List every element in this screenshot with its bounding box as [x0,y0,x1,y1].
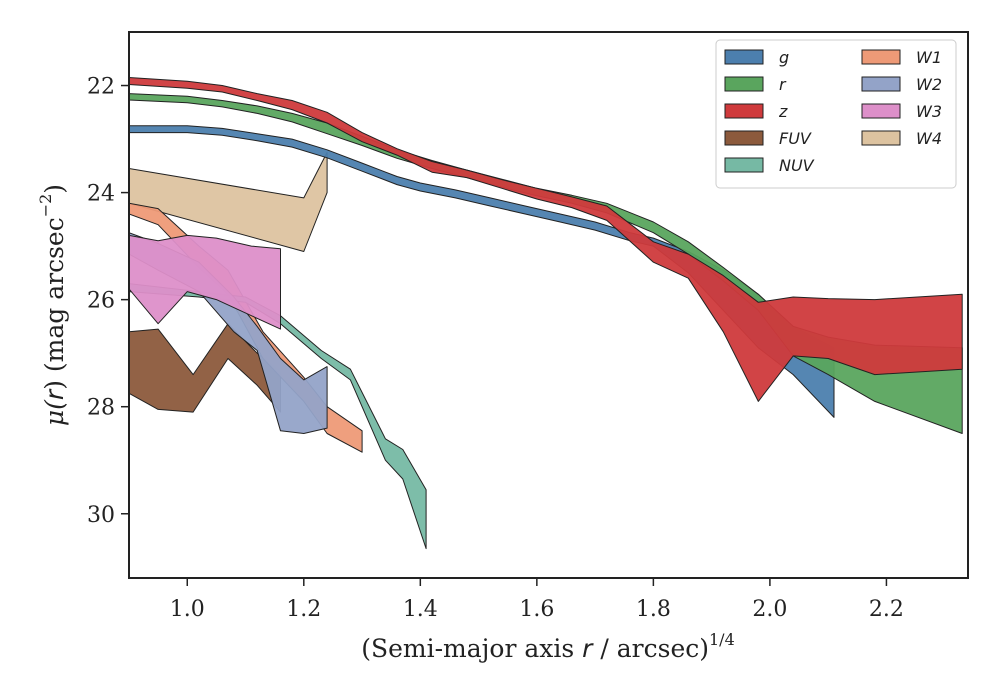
plot-frame [128,31,969,579]
legend-label-w1: W1 [916,48,942,67]
legend-swatch-fuv [724,130,764,146]
x-tick-label: 1.4 [403,597,438,622]
y-axis-label: μ(r) (mag arcsec−2) [36,184,69,426]
legend-label-z: z [778,102,788,121]
legend-swatch-w1 [861,49,901,65]
legend-swatch-z [724,103,764,119]
legend-swatch-nuv [724,157,764,173]
legend-label-w4: W4 [916,129,942,148]
legend-label-w2: W2 [916,75,942,94]
legend-label-g: g [779,48,789,67]
x-tick-label: 1.8 [636,597,671,622]
legend-label-nuv: NUV [779,156,815,175]
x-axis: 1.0 1.2 1.4 1.6 1.8 2.0 2.2 [170,578,904,622]
x-tick-label: 1.6 [519,597,554,622]
legend-label-w3: W3 [916,102,942,121]
legend-swatch-r [724,76,764,92]
y-tick-label: 22 [87,75,115,100]
legend-swatch-w3 [861,103,901,119]
y-tick-label: 28 [87,396,115,421]
series-band-w3 [129,234,281,330]
x-tick-label: 1.0 [170,597,205,622]
y-axis: 22 24 26 28 30 [87,75,129,528]
y-tick-label: 24 [87,182,115,207]
x-tick-label: 1.2 [286,597,321,622]
legend: grz FUV NUV W1 W2 W3 W4 [715,39,957,189]
legend-swatch-g [724,49,764,65]
x-axis-label: (Semi-major axis r / arcsec)1/4 [361,630,735,663]
series-band-z [129,77,963,402]
series-band-w4 [129,151,328,252]
x-tick-label: 2.0 [752,597,787,622]
y-tick-label: 30 [87,503,115,528]
legend-label-fuv: FUV [779,129,812,148]
legend-label-r: r [779,75,787,94]
series-layer [129,77,963,550]
legend-swatch-w2 [861,76,901,92]
y-tick-label: 26 [87,289,115,314]
legend-swatch-w4 [861,130,901,146]
x-tick-label: 2.2 [869,597,904,622]
